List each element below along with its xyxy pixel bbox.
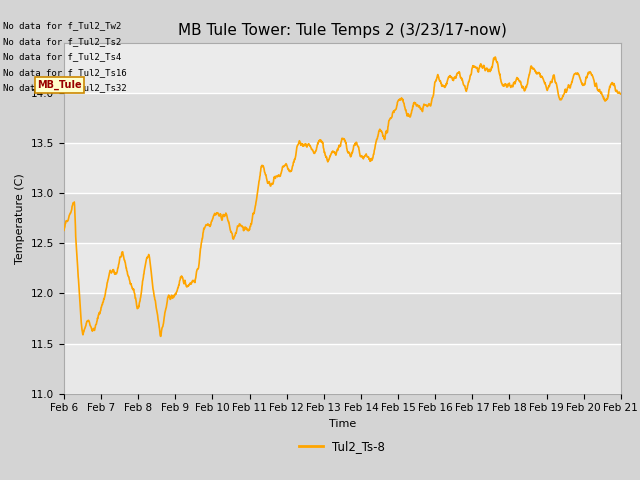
Text: No data for f_Tul2_Tw2: No data for f_Tul2_Tw2 [3, 22, 122, 31]
Text: No data for f_Tul2_Ts2: No data for f_Tul2_Ts2 [3, 37, 122, 46]
Y-axis label: Temperature (C): Temperature (C) [15, 173, 26, 264]
Bar [64, 193, 621, 243]
Text: No data for f_Tul2_Ts16: No data for f_Tul2_Ts16 [3, 68, 127, 77]
X-axis label: Time: Time [329, 419, 356, 429]
Bar [64, 344, 621, 394]
Bar [64, 243, 621, 293]
Text: No data for f_Tul2_Ts4: No data for f_Tul2_Ts4 [3, 52, 122, 61]
Bar [64, 144, 621, 193]
Legend: Tul2_Ts-8: Tul2_Ts-8 [294, 435, 390, 458]
Bar [64, 93, 621, 144]
Title: MB Tule Tower: Tule Temps 2 (3/23/17-now): MB Tule Tower: Tule Temps 2 (3/23/17-now… [178, 23, 507, 38]
Text: No data for f_Tul2_Ts32: No data for f_Tul2_Ts32 [3, 83, 127, 92]
Text: MB_Tule: MB_Tule [37, 80, 82, 90]
Bar [64, 293, 621, 344]
